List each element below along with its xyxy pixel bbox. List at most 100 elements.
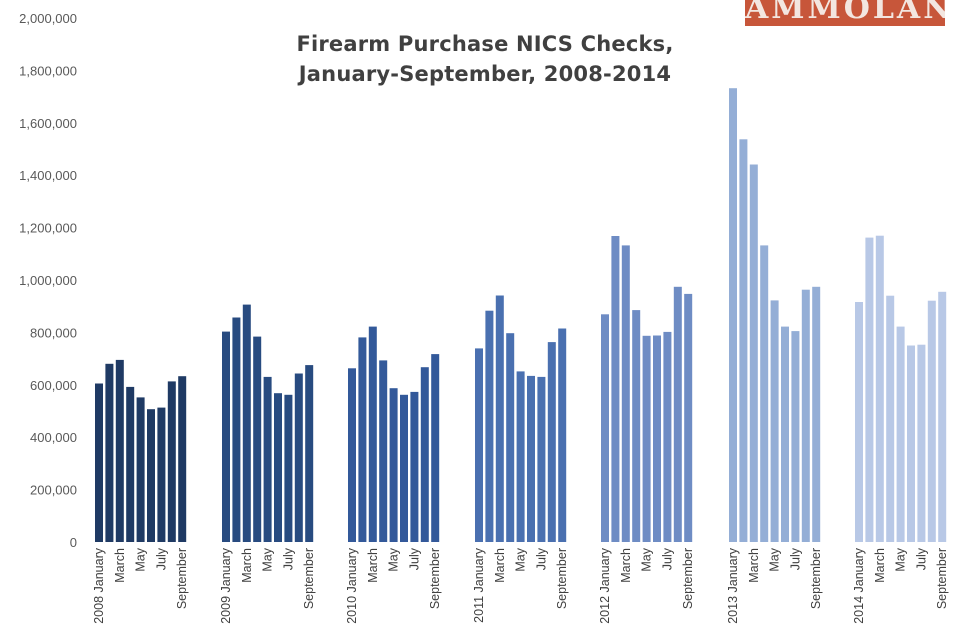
- bar: [305, 365, 314, 542]
- bar: [791, 331, 800, 542]
- bar: [178, 376, 187, 542]
- x-tick-label: September: [428, 548, 442, 609]
- bar: [739, 139, 748, 543]
- bar: [115, 359, 124, 542]
- x-tick-label: July: [914, 547, 928, 570]
- bar: [294, 373, 303, 542]
- x-tick-label: May: [387, 547, 401, 571]
- x-tick-label: 2013 January: [726, 547, 740, 624]
- bar: [284, 394, 293, 542]
- bar: [663, 331, 672, 542]
- bar: [495, 295, 504, 542]
- y-tick-label: 1,200,000: [19, 221, 77, 236]
- bar: [801, 289, 810, 542]
- bar: [770, 300, 779, 542]
- bar: [812, 286, 821, 542]
- x-tick-label: 2011 January: [472, 547, 486, 623]
- bar: [673, 286, 682, 542]
- bar: [147, 409, 155, 542]
- bar: [729, 88, 737, 542]
- bar: [621, 245, 630, 542]
- y-tick-label: 200,000: [30, 483, 77, 498]
- y-tick-label: 2,000,000: [19, 11, 77, 26]
- y-tick-label: 1,800,000: [19, 63, 77, 78]
- bar: [368, 326, 377, 542]
- x-tick-label: September: [681, 548, 695, 609]
- bar: [420, 367, 429, 542]
- y-tick-label: 400,000: [30, 430, 77, 445]
- bar: [105, 363, 114, 542]
- x-tick-label: March: [493, 548, 507, 583]
- bar: [274, 393, 282, 542]
- bar: [760, 245, 769, 542]
- x-tick-label: March: [113, 548, 127, 583]
- chart-title: Firearm Purchase NICS Checks,: [296, 32, 674, 56]
- bar: [485, 310, 494, 542]
- x-tick-label: September: [809, 548, 823, 609]
- bar: [136, 397, 145, 542]
- x-tick-label: May: [894, 547, 908, 571]
- x-tick-label: 2012 January: [598, 547, 612, 624]
- y-tick-label: 1,000,000: [19, 273, 77, 288]
- ammoland-logo: AMMOLAND: [745, 0, 945, 26]
- bar: [516, 371, 525, 542]
- bar: [242, 304, 251, 542]
- bar: [506, 333, 515, 542]
- bar: [684, 293, 693, 542]
- bar: [475, 348, 483, 542]
- bar: [938, 291, 947, 542]
- x-tick-label: September: [935, 548, 949, 609]
- chart-subtitle: January-September, 2008-2014: [298, 62, 672, 86]
- x-tick-label: July: [788, 547, 802, 570]
- bar: [611, 236, 620, 542]
- x-tick-label: May: [514, 547, 528, 571]
- x-tick-label: 2009 January: [219, 547, 233, 624]
- x-tick-label: March: [873, 548, 887, 583]
- x-tick-label: September: [175, 548, 189, 609]
- x-tick-label: May: [134, 547, 148, 571]
- x-tick-label: May: [640, 547, 654, 571]
- bar: [907, 345, 915, 542]
- bar: [126, 386, 135, 542]
- bar: [865, 237, 874, 542]
- bar: [927, 300, 936, 542]
- bar: [389, 388, 398, 542]
- x-tick-label: July: [154, 547, 168, 570]
- bar: [527, 375, 535, 542]
- bar: [400, 394, 408, 542]
- bar: [263, 376, 272, 542]
- x-tick-label: July: [281, 547, 295, 570]
- x-tick-label: July: [407, 547, 421, 570]
- bar: [157, 407, 166, 542]
- x-tick-label: July: [534, 547, 548, 570]
- x-tick-label: May: [261, 547, 275, 571]
- y-tick-label: 1,600,000: [19, 116, 77, 131]
- x-tick-label: May: [768, 547, 782, 571]
- y-tick-label: 0: [70, 535, 77, 550]
- bar: [917, 344, 926, 542]
- bar: [379, 360, 388, 542]
- bar: [95, 383, 103, 542]
- x-tick-label: 2010 January: [345, 547, 359, 624]
- bar: [886, 295, 895, 542]
- bar: [547, 342, 556, 542]
- x-tick-label: July: [660, 547, 674, 570]
- y-tick-label: 1,400,000: [19, 168, 77, 183]
- bar: [358, 337, 367, 542]
- bar: [558, 328, 567, 542]
- bar: [781, 326, 789, 542]
- x-tick-label: March: [366, 548, 380, 583]
- bar: [632, 310, 641, 542]
- bar: [537, 376, 546, 542]
- x-tick-label: March: [747, 548, 761, 583]
- logo-text: AMMOLAND: [745, 0, 945, 26]
- bar: [601, 314, 609, 542]
- bar: [253, 336, 262, 542]
- bar: [348, 368, 356, 542]
- bar: [232, 317, 241, 542]
- bar: [896, 326, 905, 542]
- y-tick-label: 600,000: [30, 378, 77, 393]
- x-tick-label: 2014 January: [852, 547, 866, 624]
